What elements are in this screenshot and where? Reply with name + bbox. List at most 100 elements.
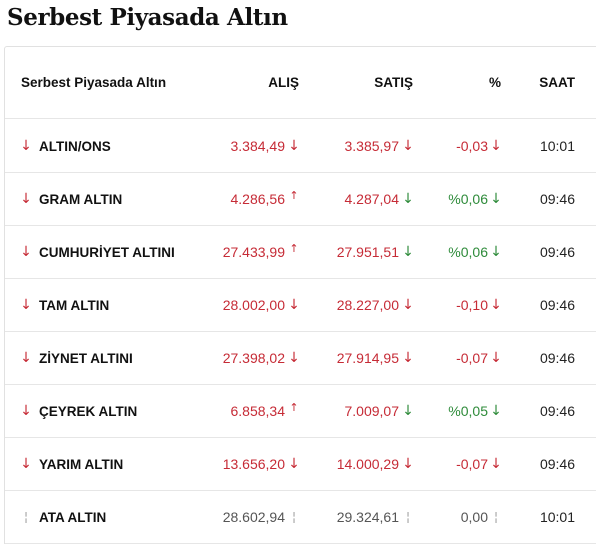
neutral-dash-icon: ¦ <box>405 510 411 524</box>
arrow-down-icon: ↓ <box>402 456 414 472</box>
trend-indicator: ↓ <box>19 332 33 384</box>
buy-price: 28.002,00 <box>222 297 285 313</box>
arrow-down-icon: ↓ <box>490 297 502 313</box>
sell-trend: ↓ <box>401 279 415 331</box>
change-percent: -0,07 <box>456 350 488 366</box>
sell-trend: ¦ <box>401 491 415 543</box>
gold-price-table: Serbest Piyasada Altın ALIŞ SATIŞ % SAAT… <box>4 46 596 544</box>
arrow-down-icon: ↓ <box>490 244 502 260</box>
instrument-name[interactable]: ZİYNET ALTINI <box>39 350 133 366</box>
table-row[interactable]: ↓ ALTIN/ONS 3.384,49 ↓ 3.385,97 ↓ -0,03 ↓ 10:01 <box>5 120 596 173</box>
arrow-down-icon: ↓ <box>490 456 502 472</box>
arrow-down-icon: ↓ <box>402 297 414 313</box>
sell-price: 14.000,29 <box>336 456 399 472</box>
sell-trend: ↓ <box>401 438 415 490</box>
instrument-name[interactable]: YARIM ALTIN <box>39 456 124 472</box>
change-percent: -0,10 <box>456 297 488 313</box>
header-time[interactable]: SAAT <box>539 75 575 90</box>
sell-price: 28.227,00 <box>336 297 399 313</box>
arrow-down-icon: ↓ <box>20 244 32 260</box>
change-percent: -0,07 <box>456 456 488 472</box>
buy-price: 27.433,99 <box>222 244 285 260</box>
table-header: Serbest Piyasada Altın ALIŞ SATIŞ % SAAT <box>5 47 596 119</box>
arrow-down-icon: ↓ <box>20 191 32 207</box>
change-percent: %0,05 <box>448 403 488 419</box>
change-percent: 0,00 <box>460 509 488 525</box>
buy-trend: ¦ <box>287 491 301 543</box>
trend-indicator: ↓ <box>19 120 33 172</box>
buy-trend: ↑ <box>287 385 301 437</box>
arrow-down-icon: ↓ <box>20 403 32 419</box>
table-row[interactable]: ↓ ZİYNET ALTINI 27.398,02 ↓ 27.914,95 ↓ -0,07 ↓… <box>5 332 596 385</box>
buy-price: 4.286,56 <box>230 191 286 207</box>
change-trend: ↓ <box>489 226 503 278</box>
table-row[interactable]: ↓ ÇEYREK ALTIN 6.858,34 ↑ 7.009,07 ↓ %0,05 ↓ 09:… <box>5 385 596 438</box>
sell-price: 4.287,04 <box>344 191 400 207</box>
arrow-down-icon: ↓ <box>402 244 414 260</box>
buy-price: 3.384,49 <box>230 138 286 154</box>
trend-indicator: ↓ <box>19 226 33 278</box>
arrow-down-icon: ↓ <box>490 403 502 419</box>
header-name: Serbest Piyasada Altın <box>21 74 167 90</box>
trend-indicator: ↓ <box>19 438 33 490</box>
arrow-up-icon: ↑ <box>289 400 299 414</box>
update-time: 09:46 <box>539 297 575 313</box>
header-percent[interactable]: % <box>488 75 501 90</box>
table-row[interactable]: ↓ GRAM ALTIN 4.286,56 ↑ 4.287,04 ↓ %0,06 ↓ 09:46 <box>5 173 596 226</box>
instrument-name[interactable]: ALTIN/ONS <box>39 138 111 154</box>
change-trend: ↓ <box>489 173 503 225</box>
arrow-down-icon: ↓ <box>402 191 414 207</box>
buy-price: 6.858,34 <box>230 403 286 419</box>
sell-price: 27.914,95 <box>336 350 399 366</box>
update-time: 09:46 <box>539 456 575 472</box>
change-trend: ↓ <box>489 385 503 437</box>
table-row[interactable]: ↓ YARIM ALTIN 13.656,20 ↓ 14.000,29 ↓ -0,07 ↓ 09… <box>5 438 596 491</box>
buy-trend: ↓ <box>287 332 301 384</box>
buy-price: 27.398,02 <box>222 350 285 366</box>
header-sell[interactable]: SATIŞ <box>374 75 413 90</box>
sell-trend: ↓ <box>401 226 415 278</box>
neutral-dash-icon: ¦ <box>291 510 297 524</box>
change-trend: ↓ <box>489 438 503 490</box>
arrow-down-icon: ↓ <box>288 297 300 313</box>
arrow-down-icon: ↓ <box>20 297 32 313</box>
arrow-down-icon: ↓ <box>490 350 502 366</box>
trend-indicator: ¦ <box>19 491 33 543</box>
arrow-down-icon: ↓ <box>288 138 300 154</box>
instrument-name[interactable]: TAM ALTIN <box>39 297 110 313</box>
header-buy[interactable]: ALIŞ <box>268 75 299 90</box>
arrow-up-icon: ↑ <box>289 241 299 255</box>
instrument-name[interactable]: ÇEYREK ALTIN <box>39 403 138 419</box>
neutral-dash-icon: ¦ <box>23 510 29 524</box>
buy-price: 13.656,20 <box>222 456 285 472</box>
sell-trend: ↓ <box>401 120 415 172</box>
arrow-down-icon: ↓ <box>402 350 414 366</box>
table-row[interactable]: ↓ TAM ALTIN 28.002,00 ↓ 28.227,00 ↓ -0,10 ↓ 09:4… <box>5 279 596 332</box>
instrument-name[interactable]: ATA ALTIN <box>39 509 107 525</box>
buy-price: 28.602,94 <box>222 509 285 525</box>
sell-price: 27.951,51 <box>336 244 399 260</box>
instrument-name[interactable]: GRAM ALTIN <box>39 191 123 207</box>
arrow-down-icon: ↓ <box>20 138 32 154</box>
trend-indicator: ↓ <box>19 385 33 437</box>
sell-trend: ↓ <box>401 332 415 384</box>
update-time: 10:01 <box>539 509 575 525</box>
instrument-name[interactable]: CUMHURİYET ALTINI <box>39 244 175 260</box>
change-percent: -0,03 <box>456 138 488 154</box>
trend-indicator: ↓ <box>19 173 33 225</box>
buy-trend: ↑ <box>287 173 301 225</box>
table-row[interactable]: ↓ CUMHURİYET ALTINI 27.433,99 ↑ 27.951,51 ↓ %0… <box>5 226 596 279</box>
arrow-down-icon: ↓ <box>490 138 502 154</box>
sell-price: 7.009,07 <box>344 403 400 419</box>
sell-trend: ↓ <box>401 173 415 225</box>
arrow-down-icon: ↓ <box>288 350 300 366</box>
trend-indicator: ↓ <box>19 279 33 331</box>
buy-trend: ↓ <box>287 120 301 172</box>
arrow-down-icon: ↓ <box>20 350 32 366</box>
arrow-down-icon: ↓ <box>490 191 502 207</box>
arrow-up-icon: ↑ <box>289 188 299 202</box>
table-row[interactable]: ¦ ATA ALTIN 28.602,94 ¦ 29.324,61 ¦ 0,00 ¦ 10:01 <box>5 491 596 544</box>
change-trend: ↓ <box>489 279 503 331</box>
arrow-down-icon: ↓ <box>402 138 414 154</box>
arrow-down-icon: ↓ <box>20 456 32 472</box>
